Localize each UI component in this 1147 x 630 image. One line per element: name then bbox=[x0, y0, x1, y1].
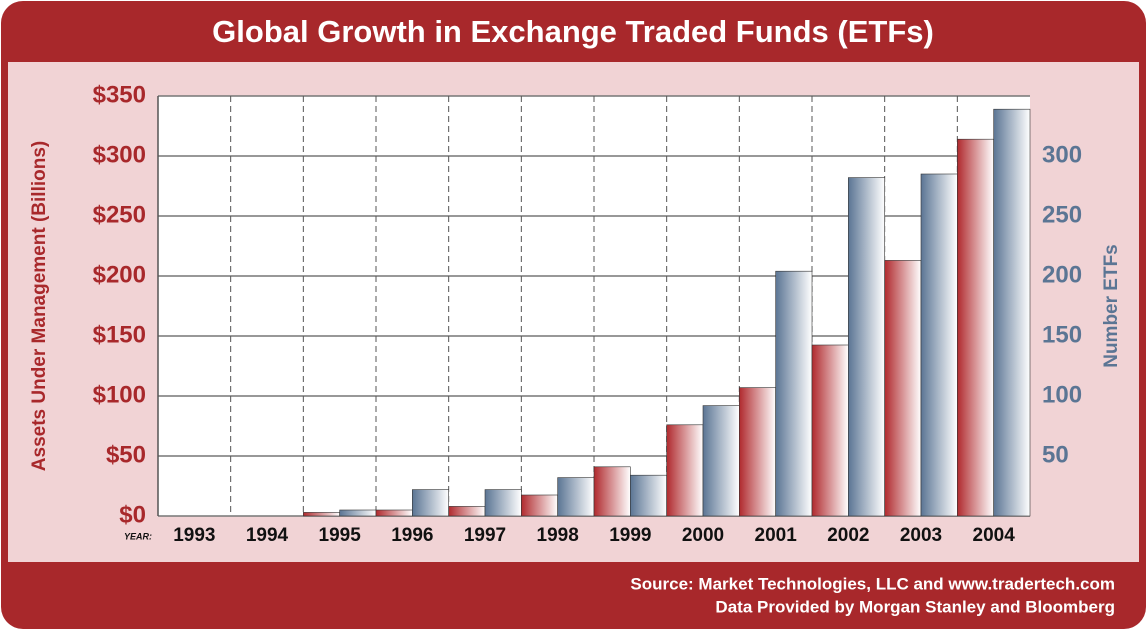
source-note: Source: Market Technologies, LLC and www… bbox=[630, 574, 1115, 593]
x-tick-label: 1997 bbox=[464, 525, 506, 546]
x-tick-label: 2003 bbox=[900, 525, 942, 546]
bar bbox=[412, 489, 449, 517]
bar bbox=[848, 177, 885, 517]
y2-axis-label: Number ETFs bbox=[1101, 244, 1122, 368]
y-tick-label: $0 bbox=[119, 501, 146, 528]
bar bbox=[448, 506, 486, 517]
x-tick-label: 2004 bbox=[973, 525, 1016, 546]
y-tick-label: $100 bbox=[93, 381, 146, 408]
bar bbox=[811, 344, 849, 517]
bar bbox=[920, 173, 958, 517]
bar bbox=[775, 270, 813, 517]
y-tick-label: $50 bbox=[106, 441, 146, 468]
x-tick-label: 1996 bbox=[391, 525, 433, 546]
bar bbox=[739, 387, 776, 517]
y2-tick-label: 150 bbox=[1042, 321, 1082, 348]
bar bbox=[702, 405, 740, 517]
y2-tick-label: 250 bbox=[1042, 201, 1082, 228]
chart-title: Global Growth in Exchange Traded Funds (… bbox=[212, 14, 934, 49]
bar bbox=[884, 260, 922, 517]
x-tick-label: 2001 bbox=[755, 525, 798, 546]
y-tick-label: $350 bbox=[93, 81, 146, 108]
bar bbox=[557, 477, 595, 517]
source-note: Data Provided by Morgan Stanley and Bloo… bbox=[715, 597, 1115, 616]
x-tick-label: 2000 bbox=[682, 525, 724, 546]
y-tick-label: $200 bbox=[93, 261, 146, 288]
y2-tick-label: 100 bbox=[1042, 381, 1082, 408]
x-tick-label: 1994 bbox=[246, 525, 289, 546]
x-tick-label: 2002 bbox=[827, 525, 869, 546]
bar bbox=[303, 512, 340, 517]
bar bbox=[375, 509, 413, 517]
bar bbox=[521, 494, 558, 517]
y2-tick-label: 50 bbox=[1042, 441, 1069, 468]
y-axis-label: Assets Under Management (Billions) bbox=[29, 141, 50, 471]
y2-tick-label: 200 bbox=[1042, 261, 1082, 288]
bar bbox=[957, 138, 994, 517]
y-tick-label: $300 bbox=[93, 141, 146, 168]
x-axis-label: YEAR: bbox=[124, 531, 152, 541]
x-tick-label: 1998 bbox=[537, 525, 579, 546]
x-tick-label: 1995 bbox=[319, 525, 362, 546]
x-tick-label: 1999 bbox=[609, 525, 651, 546]
bar bbox=[484, 489, 522, 517]
bar bbox=[339, 509, 377, 517]
y2-tick-label: 300 bbox=[1042, 141, 1082, 168]
bar bbox=[630, 474, 667, 517]
bar bbox=[593, 466, 631, 517]
y-tick-label: $150 bbox=[93, 321, 146, 348]
y-tick-label: $250 bbox=[93, 201, 146, 228]
x-tick-label: 1993 bbox=[173, 525, 215, 546]
bar bbox=[666, 424, 704, 517]
bar bbox=[993, 108, 1031, 517]
